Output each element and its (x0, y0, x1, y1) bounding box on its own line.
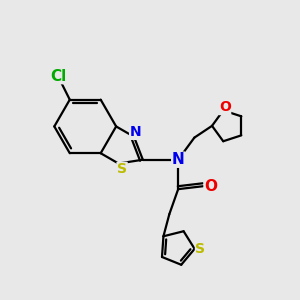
Text: S: S (196, 242, 206, 256)
Text: O: O (204, 179, 217, 194)
Text: N: N (130, 125, 141, 139)
Text: O: O (219, 100, 231, 115)
Text: Cl: Cl (50, 69, 66, 84)
Text: S: S (117, 162, 127, 176)
Text: N: N (172, 152, 184, 167)
